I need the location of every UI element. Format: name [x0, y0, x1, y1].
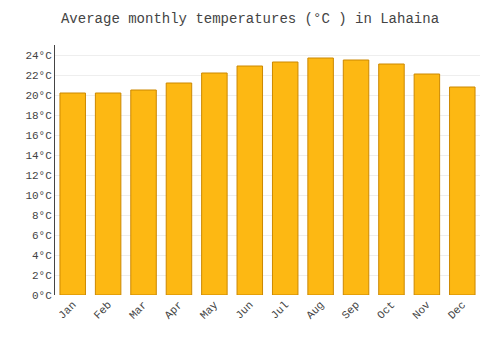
- svg-text:12°C: 12°C: [25, 170, 52, 182]
- svg-text:Apr: Apr: [162, 299, 184, 321]
- svg-text:0°C: 0°C: [32, 290, 52, 302]
- svg-text:20°C: 20°C: [25, 90, 52, 102]
- svg-text:8°C: 8°C: [32, 210, 52, 222]
- svg-text:10°C: 10°C: [25, 190, 52, 202]
- svg-text:Aug: Aug: [304, 299, 326, 321]
- svg-text:6°C: 6°C: [32, 230, 52, 242]
- svg-text:Jan: Jan: [56, 299, 78, 321]
- svg-text:16°C: 16°C: [25, 130, 52, 142]
- svg-text:Dec: Dec: [446, 299, 468, 321]
- svg-text:May: May: [198, 299, 221, 322]
- svg-text:Average monthly temperatures (: Average monthly temperatures (°C ) in La…: [61, 11, 439, 27]
- svg-text:Nov: Nov: [410, 299, 433, 322]
- svg-text:2°C: 2°C: [32, 270, 52, 282]
- svg-text:24°C: 24°C: [25, 50, 52, 62]
- svg-text:14°C: 14°C: [25, 150, 52, 162]
- svg-text:18°C: 18°C: [25, 110, 52, 122]
- svg-text:Mar: Mar: [127, 299, 149, 321]
- svg-text:Jun: Jun: [233, 299, 255, 321]
- svg-text:Feb: Feb: [92, 299, 114, 321]
- svg-text:22°C: 22°C: [25, 70, 52, 82]
- svg-text:Jul: Jul: [269, 299, 291, 321]
- svg-text:Sep: Sep: [340, 299, 362, 321]
- svg-text:4°C: 4°C: [32, 250, 52, 262]
- svg-text:Oct: Oct: [375, 299, 397, 321]
